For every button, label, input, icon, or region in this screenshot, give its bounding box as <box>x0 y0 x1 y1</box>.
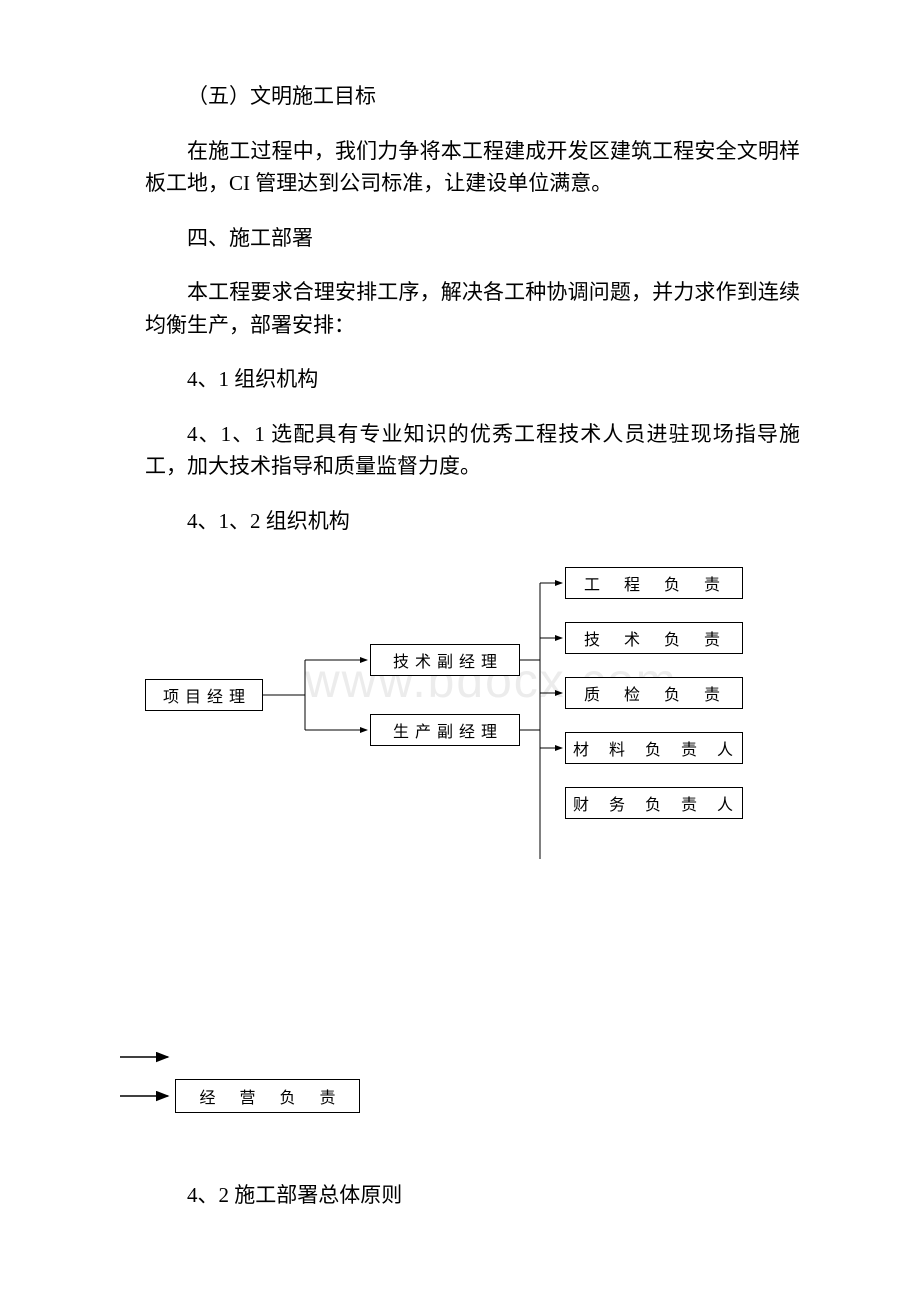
section-five-body: 在施工过程中，我们力争将本工程建成开发区建筑工程安全文明样板工地，CI 管理达到… <box>145 135 800 200</box>
orgchart-node-tech-deputy: 技术副经理 <box>370 644 520 676</box>
orgchart-node-engineering: 工 程 负 责 <box>565 567 743 599</box>
section-4-1-heading: 4、1 组织机构 <box>145 363 800 396</box>
section-4-2-heading: 4、2 施工部署总体原则 <box>145 1179 800 1212</box>
section-4-1-1-body: 4、1、1 选配具有专业知识的优秀工程技术人员进驻现场指导施工，加大技术指导和质… <box>145 418 800 483</box>
orgchart-node-quality: 质 检 负 责 <box>565 677 743 709</box>
section-4-1-2-heading: 4、1、2 组织机构 <box>145 505 800 538</box>
orgchart-node-prod-deputy: 生产副经理 <box>370 714 520 746</box>
orgchart-node-materials: 材 料 负 责 人 <box>565 732 743 764</box>
section-five-heading: （五）文明施工目标 <box>145 80 800 113</box>
orgchart-node-root: 项目经理 <box>145 679 263 711</box>
section-four-body: 本工程要求合理安排工序，解决各工种协调问题，并力求作到连续均衡生产，部署安排： <box>145 276 800 341</box>
orgchart-node-technical: 技 术 负 责 <box>565 622 743 654</box>
orgchart-diagram: www.bdocx.com 项目经理 技术副经理 生产副经理 工 程 负 责 技… <box>145 559 805 859</box>
lower-node-business: 经 营 负 责 <box>175 1079 360 1113</box>
orgchart-node-finance: 财 务 负 责 人 <box>565 787 743 819</box>
section-four-heading: 四、施工部署 <box>145 222 800 255</box>
lower-diagram: 经 营 负 责 <box>120 1039 420 1129</box>
